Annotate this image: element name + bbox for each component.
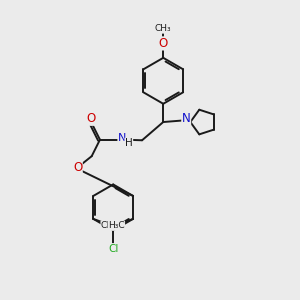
Text: Cl: Cl — [108, 244, 119, 254]
Text: H: H — [125, 138, 133, 148]
Text: O: O — [86, 112, 95, 125]
Text: O: O — [159, 37, 168, 50]
Text: H₃C: H₃C — [108, 221, 124, 230]
Text: CH₃: CH₃ — [101, 221, 118, 230]
Text: N: N — [118, 133, 127, 143]
Text: O: O — [73, 161, 82, 174]
Text: CH₃: CH₃ — [155, 24, 172, 33]
Text: N: N — [182, 112, 190, 125]
